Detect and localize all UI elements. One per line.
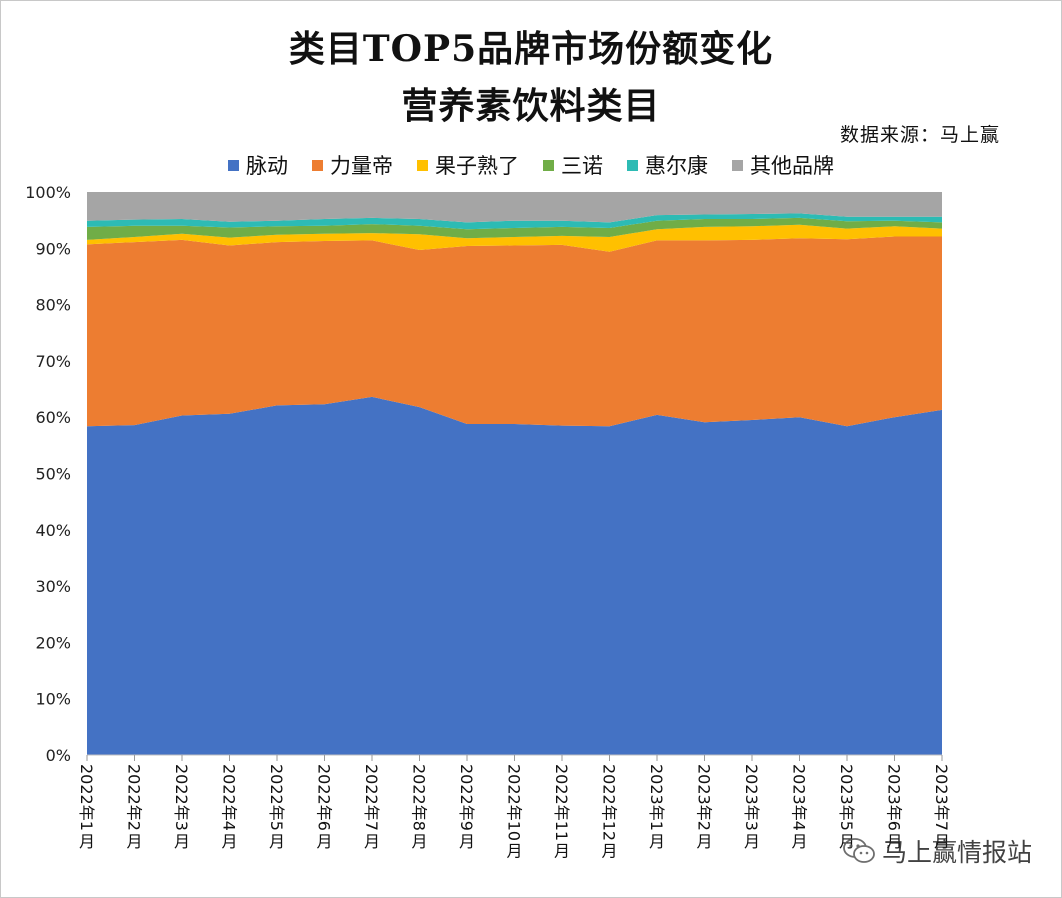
x-tick-label: 2022年12 xyxy=(600,764,619,841)
watermark: 马上赢情报站 xyxy=(842,833,1032,869)
x-tick-label: 2022年6 xyxy=(315,764,334,831)
x-tick-label: 2023年5 xyxy=(837,764,856,831)
area-series xyxy=(87,192,942,223)
legend-item: 惠尔康 xyxy=(627,150,708,180)
x-tick-label: 2023年7 xyxy=(932,764,951,831)
legend-swatch xyxy=(627,159,638,171)
y-tick-label: 40% xyxy=(35,521,71,540)
legend-item: 果子熟了 xyxy=(417,150,519,180)
legend-swatch xyxy=(543,159,554,171)
y-tick-label: 90% xyxy=(35,239,71,258)
x-tick-label: 2022年10 xyxy=(505,764,524,841)
legend-item: 其他品牌 xyxy=(732,150,834,180)
legend-label: 三诺 xyxy=(561,154,603,178)
y-tick-label: 100% xyxy=(25,183,71,202)
x-tick-label-month-suffix: 月 xyxy=(506,842,522,861)
x-tick-label-month-suffix: 月 xyxy=(221,832,237,851)
y-tick-label: 60% xyxy=(35,408,71,427)
legend-label: 脉动 xyxy=(246,154,288,178)
x-tick-label-month-suffix: 月 xyxy=(364,832,380,851)
watermark-text: 马上赢情报站 xyxy=(882,838,1033,867)
legend-item: 三诺 xyxy=(543,150,603,180)
x-tick-label-month-suffix: 月 xyxy=(316,832,332,851)
x-tick-label-month-suffix: 月 xyxy=(601,842,617,861)
x-tick-label: 2022年1 xyxy=(77,764,96,831)
x-tick-label: 2023年3 xyxy=(742,764,761,831)
x-tick-label: 2022年3 xyxy=(172,764,191,831)
x-tick-label: 2022年11 xyxy=(552,764,571,841)
y-tick-label: 20% xyxy=(35,633,71,652)
area-series xyxy=(87,217,942,240)
y-tick-label: 30% xyxy=(35,577,71,596)
x-tick-label-month-suffix: 月 xyxy=(649,832,665,851)
legend-label: 果子熟了 xyxy=(435,154,519,178)
legend-swatch xyxy=(228,159,239,171)
legend-item: 脉动 xyxy=(228,150,288,180)
x-tick-label-month-suffix: 月 xyxy=(886,832,902,851)
area-series xyxy=(87,213,942,230)
legend-label: 力量帝 xyxy=(330,154,393,178)
x-tick-label-month-suffix: 月 xyxy=(79,832,95,851)
x-tick-label: 2023年6 xyxy=(885,764,904,831)
x-tick-label-month-suffix: 月 xyxy=(554,842,570,861)
x-tick-label-month-suffix: 月 xyxy=(791,832,807,851)
x-tick-label: 2022年9 xyxy=(457,764,476,831)
legend-item: 力量帝 xyxy=(312,150,393,180)
legend-swatch xyxy=(417,159,428,171)
wechat-icon xyxy=(843,838,875,863)
y-tick-label: 70% xyxy=(35,352,71,371)
x-tick-label: 2023年4 xyxy=(790,764,809,831)
x-tick-label-month-suffix: 月 xyxy=(411,832,427,851)
area-series xyxy=(87,396,942,755)
x-tick-label: 2022年7 xyxy=(362,764,381,831)
y-tick-label: 50% xyxy=(35,465,71,484)
data-source-note: 数据来源：马上赢 xyxy=(839,124,1000,146)
y-tick-label: 10% xyxy=(35,690,71,709)
x-tick-label-month-suffix: 月 xyxy=(934,832,950,851)
area-series xyxy=(87,224,942,252)
chart-subtitle: 营养素饮料类目 xyxy=(401,85,661,127)
chart-title: 类目TOP5品牌市场份额变化 xyxy=(288,28,774,70)
x-tick-label: 2023年1 xyxy=(647,764,666,831)
chart-legend: 脉动 力量帝 果子熟了 三诺 惠尔康 其他品牌 xyxy=(0,150,1062,180)
x-tick-label-month-suffix: 月 xyxy=(174,832,190,851)
x-tick-label: 2022年4 xyxy=(220,764,239,831)
x-tick-label-month-suffix: 月 xyxy=(696,832,712,851)
x-tick-label-month-suffix: 月 xyxy=(126,832,142,851)
area-series xyxy=(87,236,942,427)
legend-label: 惠尔康 xyxy=(645,154,708,178)
x-tick-label-month-suffix: 月 xyxy=(459,832,475,851)
y-tick-label: 0% xyxy=(46,746,71,765)
x-tick-label-month-suffix: 月 xyxy=(744,832,760,851)
legend-label: 其他品牌 xyxy=(750,154,834,178)
legend-swatch xyxy=(312,159,323,171)
x-tick-label: 2022年2 xyxy=(125,764,144,831)
legend-swatch xyxy=(732,159,743,171)
x-tick-label-month-suffix: 月 xyxy=(269,832,285,851)
x-tick-label: 2023年2 xyxy=(695,764,714,831)
x-tick-label: 2022年5 xyxy=(267,764,286,831)
y-tick-label: 80% xyxy=(35,296,71,315)
x-tick-label: 2022年8 xyxy=(410,764,429,831)
